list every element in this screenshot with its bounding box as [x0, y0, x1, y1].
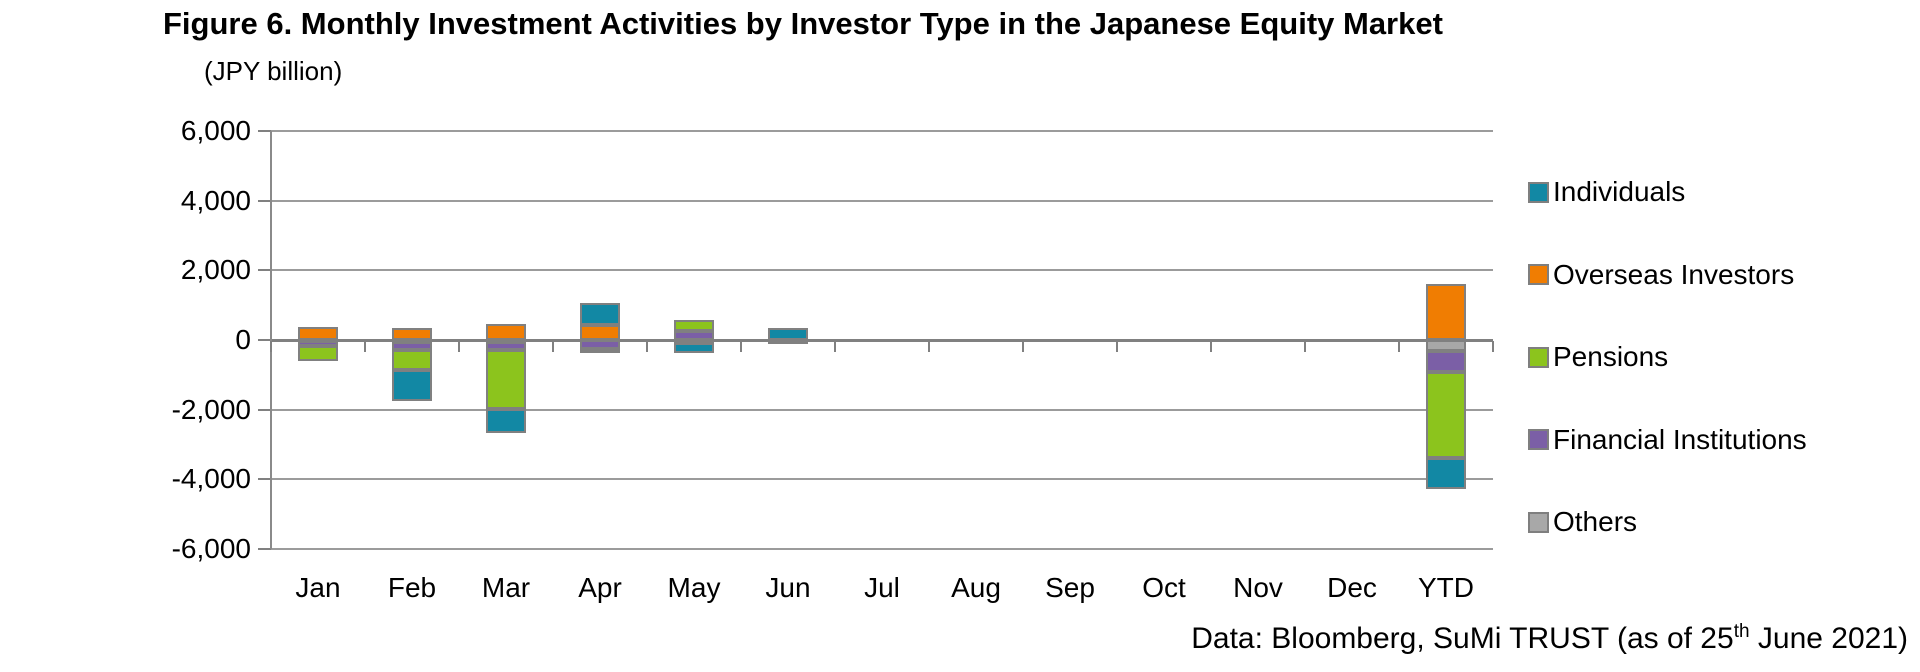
- bar-segment-pensions: [486, 349, 526, 409]
- x-axis-tick: [1022, 341, 1024, 352]
- legend-label: Individuals: [1553, 176, 1686, 207]
- y-axis-tick-label: -2,000: [171, 393, 251, 425]
- y-axis-tick: [258, 408, 271, 411]
- bar-segment-individuals: [486, 408, 526, 433]
- x-axis-tick: [1210, 341, 1212, 352]
- x-axis-category-label: Apr: [578, 572, 622, 603]
- legend-swatch-icon: [1528, 264, 1549, 285]
- legend-item-financial-institutions: Financial Institutions: [1528, 424, 1807, 456]
- x-axis-zero-line: [271, 338, 1493, 342]
- legend-swatch-icon: [1528, 346, 1549, 368]
- x-axis-tick: [1304, 341, 1306, 352]
- bar-segment-overseas-investors: [1426, 283, 1466, 340]
- x-axis-category-label: YTD: [1418, 572, 1474, 603]
- legend-label: Overseas Investors: [1553, 258, 1795, 290]
- bar-segment-financial-institutions: [674, 331, 714, 340]
- bar-segment-pensions: [392, 350, 432, 370]
- gridline: [271, 199, 1493, 202]
- x-axis-category-label: Dec: [1327, 572, 1377, 603]
- legend-item-overseas-investors: Overseas Investors: [1528, 259, 1794, 291]
- bar-segment-individuals: [580, 302, 620, 325]
- bar-segment-others: [1426, 340, 1466, 352]
- x-axis-category-label: Jun: [765, 572, 811, 603]
- bar-segment-pensions: [298, 346, 338, 361]
- bar-segment-financial-institutions: [392, 342, 432, 351]
- gridline: [271, 269, 1493, 272]
- x-axis-tick: [458, 341, 460, 352]
- bar-segment-financial-institutions: [1426, 351, 1466, 373]
- x-axis-tick: [1492, 341, 1494, 352]
- ordinal-superscript: th: [1733, 621, 1750, 642]
- y-axis-tick-label: 4,000: [180, 184, 251, 216]
- bar-segment-pensions: [1426, 372, 1466, 459]
- x-axis-category-label: Nov: [1233, 572, 1283, 603]
- bar-segment-overseas-investors: [580, 325, 620, 340]
- bar-segment-individuals: [1426, 458, 1466, 489]
- x-axis-tick: [646, 341, 648, 352]
- y-axis-tick: [258, 269, 271, 272]
- gridline: [271, 130, 1493, 132]
- x-axis-tick: [1116, 341, 1118, 352]
- legend-item-individuals: Individuals: [1528, 176, 1685, 208]
- bar-segment-financial-institutions: [298, 341, 338, 347]
- x-axis-category-label: Feb: [387, 572, 437, 603]
- y-axis-tick-label: -4,000: [171, 463, 251, 495]
- legend-label: Others: [1553, 506, 1638, 537]
- bar-segment-overseas-investors: [392, 327, 432, 340]
- x-axis-category-label: Mar: [481, 572, 531, 603]
- x-axis-tick: [1398, 341, 1400, 352]
- legend-label: Pensions: [1553, 341, 1669, 372]
- x-axis-tick: [834, 341, 836, 352]
- bar-segment-financial-institutions: [580, 340, 620, 349]
- bar-segment-overseas-investors: [298, 326, 338, 340]
- gridline: [271, 548, 1493, 550]
- x-axis-category-label: Sep: [1045, 572, 1095, 603]
- chart-title: Figure 6. Monthly Investment Activities …: [163, 6, 1443, 41]
- legend-item-others: Others: [1528, 506, 1637, 538]
- legend-item-pensions: Pensions: [1528, 341, 1668, 373]
- bar-segment-individuals: [674, 342, 714, 353]
- data-source-text: Data: Bloomberg, SuMi TRUST (as of 25: [1191, 622, 1734, 655]
- x-axis-category-label: Jul: [864, 572, 900, 603]
- y-axis-line: [270, 131, 272, 549]
- x-axis-tick: [270, 341, 272, 352]
- data-source-note: Data: Bloomberg, SuMi TRUST (as of 25th …: [1191, 622, 1908, 656]
- legend-swatch-icon: [1528, 429, 1549, 450]
- y-axis-tick: [258, 339, 271, 341]
- x-axis-tick: [552, 341, 554, 352]
- x-axis-category-label: Jan: [295, 572, 341, 603]
- legend-label: Financial Institutions: [1553, 423, 1807, 455]
- x-axis-tick: [928, 341, 930, 352]
- x-axis-tick: [740, 341, 742, 352]
- bar-segment-pensions: [674, 319, 714, 332]
- legend-swatch-icon: [1528, 181, 1549, 203]
- y-axis-tick-label: 0: [235, 324, 251, 355]
- y-axis-tick: [258, 478, 271, 481]
- x-axis-category-label: Oct: [1142, 572, 1186, 603]
- bar-segment-financial-institutions: [486, 341, 526, 350]
- y-axis-unit-label: (JPY billion): [204, 56, 343, 86]
- x-axis-category-label: May: [667, 572, 721, 603]
- y-axis-tick-label: 6,000: [180, 115, 251, 146]
- y-axis-tick-label: -6,000: [171, 533, 251, 564]
- x-axis-tick: [364, 341, 366, 352]
- y-axis-tick: [258, 199, 271, 202]
- bar-segment-pensions: [580, 348, 620, 353]
- y-axis-tick: [258, 548, 271, 550]
- y-axis-tick-label: 2,000: [180, 254, 251, 286]
- bar-segment-others: [768, 340, 808, 344]
- gridline: [271, 408, 1493, 411]
- bar-segment-individuals: [768, 327, 808, 340]
- legend-swatch-icon: [1528, 511, 1549, 533]
- x-axis-category-label: Aug: [951, 572, 1001, 603]
- y-axis-tick: [258, 130, 271, 132]
- gridline: [271, 478, 1493, 481]
- data-source-text-suffix: June 2021): [1749, 622, 1908, 655]
- bar-segment-overseas-investors: [486, 324, 526, 340]
- bar-segment-individuals: [392, 369, 432, 401]
